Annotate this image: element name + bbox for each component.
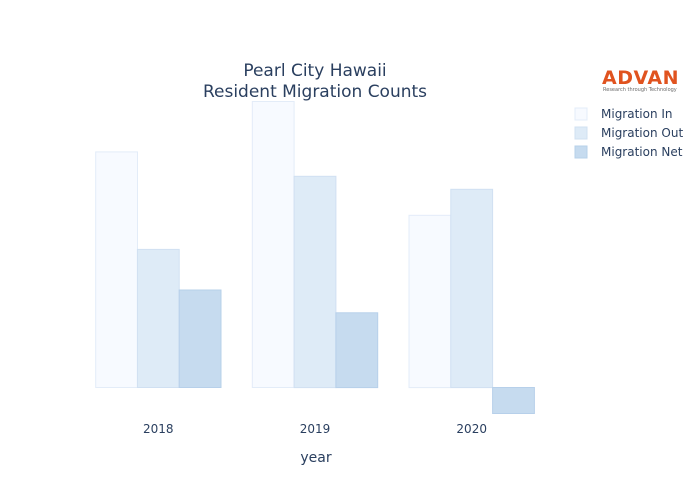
legend-item-migration-net[interactable]: Migration Net	[574, 145, 683, 159]
bar-migration-in-2018[interactable]	[95, 151, 138, 388]
x-axis-title: year	[300, 450, 331, 466]
legend-label: Migration In	[601, 107, 673, 121]
legend-swatch	[574, 126, 588, 140]
chart-title-line-2: Resident Migration Counts	[203, 82, 427, 102]
chart-title-line-1: Pearl City Hawaii	[243, 61, 386, 81]
legend-item-migration-in[interactable]: Migration In	[574, 107, 673, 121]
x-tick-label: 2020	[456, 422, 487, 436]
bar-migration-out-2019[interactable]	[293, 175, 337, 389]
x-tick-label: 2019	[300, 422, 331, 436]
legend-label: Migration Net	[601, 145, 683, 159]
plot-area	[95, 101, 535, 414]
x-axis-ticks: 2018 2019 2020	[143, 422, 487, 436]
logo-tagline: Research through Technology	[603, 87, 677, 93]
x-tick-label: 2018	[143, 422, 174, 436]
bar-migration-in-2020[interactable]	[408, 214, 452, 389]
bar-migration-net-2020[interactable]	[492, 387, 535, 414]
legend-label: Migration Out	[601, 126, 683, 140]
legend-swatch	[574, 107, 588, 121]
advan-logo: ADVAN Research through Technology	[602, 67, 679, 93]
legend-swatch	[574, 145, 588, 159]
bar-migration-out-2020[interactable]	[450, 188, 494, 389]
legend[interactable]: Migration In Migration Out Migration Net	[574, 107, 683, 159]
bar-migration-in-2019[interactable]	[251, 101, 295, 388]
bar-migration-out-2018[interactable]	[136, 248, 180, 388]
bar-migration-net-2018[interactable]	[178, 289, 222, 388]
bar-migration-net-2019[interactable]	[335, 312, 379, 389]
legend-item-migration-out[interactable]: Migration Out	[574, 126, 683, 140]
logo-wordmark: ADVAN	[602, 67, 679, 89]
chart-title: Pearl City Hawaii Resident Migration Cou…	[203, 61, 427, 102]
